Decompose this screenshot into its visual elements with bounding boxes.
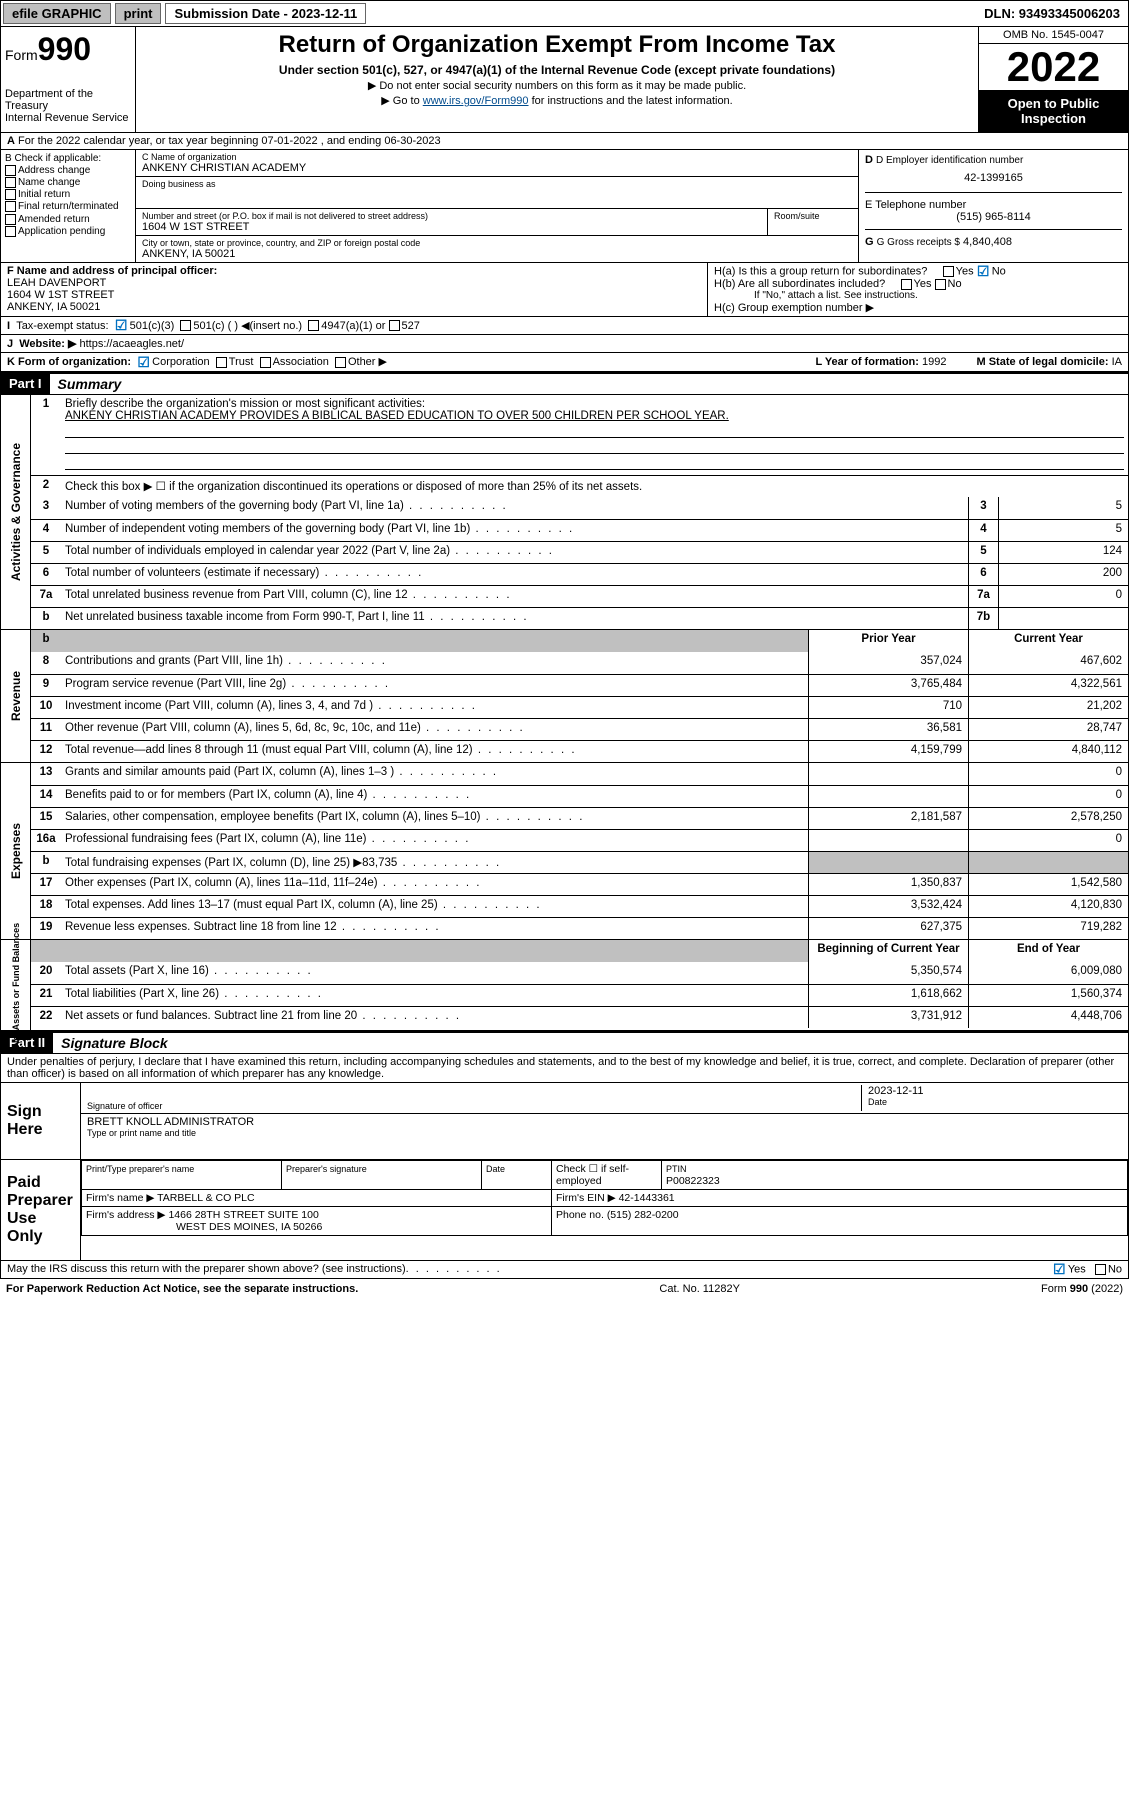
table-row: 8Contributions and grants (Part VIII, li… <box>31 652 1128 674</box>
irs-link[interactable]: www.irs.gov/Form990 <box>423 95 529 107</box>
ein: 42-1399165 <box>865 172 1122 184</box>
f-label: F Name and address of principal officer: <box>7 265 701 277</box>
form-header: Form990 Department of the Treasury Inter… <box>0 27 1129 133</box>
mission-text: ANKENY CHRISTIAN ACADEMY PROVIDES A BIBL… <box>65 410 729 422</box>
tax-year: 2022 <box>979 44 1128 90</box>
section-bcdefg: B Check if applicable: Address change Na… <box>0 150 1129 263</box>
table-row: 9Program service revenue (Part VIII, lin… <box>31 674 1128 696</box>
table-row: 19Revenue less expenses. Subtract line 1… <box>31 917 1128 939</box>
paid-prep-label: Paid Preparer Use Only <box>1 1160 81 1260</box>
dept-label: Department of the Treasury <box>5 88 131 112</box>
form-note2: ▶ Go to www.irs.gov/Form990 for instruct… <box>140 94 974 107</box>
website[interactable]: https://acaeagles.net/ <box>79 338 184 350</box>
omb-number: OMB No. 1545-0047 <box>979 27 1128 44</box>
b-label: B Check if applicable: <box>5 153 131 164</box>
may-irs-discuss: May the IRS discuss this return with the… <box>0 1261 1129 1279</box>
table-row: bTotal fundraising expenses (Part IX, co… <box>31 851 1128 873</box>
b-opt[interactable]: Name change <box>5 177 131 188</box>
hc: H(c) Group exemption number ▶ <box>714 301 1122 314</box>
table-row: 15Salaries, other compensation, employee… <box>31 807 1128 829</box>
gross-receipts: 4,840,408 <box>963 236 1012 248</box>
table-row: 17Other expenses (Part IX, column (A), l… <box>31 873 1128 895</box>
table-row: 5Total number of individuals employed in… <box>31 541 1128 563</box>
form-title: Return of Organization Exempt From Incom… <box>140 31 974 59</box>
table-row: 10Investment income (Part VIII, column (… <box>31 696 1128 718</box>
table-row: 18Total expenses. Add lines 13–17 (must … <box>31 895 1128 917</box>
g-label: G G Gross receipts $ <box>865 236 960 248</box>
table-row: 6Total number of volunteers (estimate if… <box>31 563 1128 585</box>
vtab-rev: Revenue <box>1 630 31 762</box>
officer-addr1: 1604 W 1ST STREET <box>7 289 701 301</box>
form-note1: ▶ Do not enter social security numbers o… <box>140 79 974 92</box>
dln: DLN: 93493345006203 <box>976 2 1128 25</box>
section-j: J Website: ▶ https://acaeagles.net/ <box>0 335 1129 353</box>
b-opt[interactable]: Amended return <box>5 214 131 225</box>
print-button[interactable]: print <box>115 3 162 24</box>
table-row: 16aProfessional fundraising fees (Part I… <box>31 829 1128 851</box>
table-row: bNet unrelated business taxable income f… <box>31 607 1128 629</box>
section-klm: K Form of organization: ☑Corporation Tru… <box>0 353 1129 372</box>
section-i: I Tax-exempt status: ☑501(c)(3) 501(c) (… <box>0 317 1129 335</box>
hb: H(b) Are all subordinates included? Yes … <box>714 278 1122 290</box>
table-row: 14Benefits paid to or for members (Part … <box>31 785 1128 807</box>
e-label: E Telephone number <box>865 199 1122 211</box>
phone: (515) 965-8114 <box>865 211 1122 223</box>
part1-hdr: Part I <box>1 374 50 394</box>
table-row: 22Net assets or fund balances. Subtract … <box>31 1006 1128 1028</box>
officer-addr2: ANKENY, IA 50021 <box>7 301 701 313</box>
efile-button[interactable]: efile GRAPHIC <box>3 3 111 24</box>
page-footer: For Paperwork Reduction Act Notice, see … <box>0 1279 1129 1299</box>
table-row: 12Total revenue—add lines 8 through 11 (… <box>31 740 1128 762</box>
form-subtitle: Under section 501(c), 527, or 4947(a)(1)… <box>140 63 974 77</box>
table-row: 21Total liabilities (Part X, line 26)1,6… <box>31 984 1128 1006</box>
table-row: 4Number of independent voting members of… <box>31 519 1128 541</box>
form-number: Form990 <box>5 31 131 68</box>
officer-printed: BRETT KNOLL ADMINISTRATOR <box>87 1116 254 1128</box>
top-toolbar: efile GRAPHIC print Submission Date - 20… <box>0 0 1129 27</box>
street: 1604 W 1ST STREET <box>142 221 761 233</box>
table-row: 7aTotal unrelated business revenue from … <box>31 585 1128 607</box>
hb-note: If "No," attach a list. See instructions… <box>714 290 1122 301</box>
vtab-exp: Expenses <box>1 763 31 939</box>
c-name-label: C Name of organization <box>142 152 852 162</box>
part2-hdr: Part II <box>1 1033 53 1053</box>
table-row: 3Number of voting members of the governi… <box>31 497 1128 519</box>
city-label: City or town, state or province, country… <box>142 238 852 248</box>
table-row: 11Other revenue (Part VIII, column (A), … <box>31 718 1128 740</box>
dba-label: Doing business as <box>142 179 852 189</box>
vtab-gov: Activities & Governance <box>1 395 31 629</box>
section-fh: F Name and address of principal officer:… <box>0 263 1129 317</box>
part1-title: Summary <box>50 374 130 394</box>
b-opt[interactable]: Initial return <box>5 189 131 200</box>
part2-title: Signature Block <box>53 1033 176 1053</box>
d-label: D D Employer identification number <box>865 154 1122 166</box>
section-a: A For the 2022 calendar year, or tax yea… <box>0 133 1129 150</box>
vtab-net: Net Assets or Fund Balances <box>1 940 31 1030</box>
officer-name: LEAH DAVENPORT <box>7 277 701 289</box>
sign-here-label: Sign Here <box>1 1083 81 1159</box>
b-opt[interactable]: Address change <box>5 165 131 176</box>
city: ANKENY, IA 50021 <box>142 248 852 260</box>
table-row: 13Grants and similar amounts paid (Part … <box>31 763 1128 785</box>
street-label: Number and street (or P.O. box if mail i… <box>142 211 761 221</box>
submission-date: Submission Date - 2023-12-11 <box>165 3 366 24</box>
irs-label: Internal Revenue Service <box>5 112 131 124</box>
declaration: Under penalties of perjury, I declare th… <box>0 1054 1129 1083</box>
open-public-badge: Open to Public Inspection <box>979 90 1128 132</box>
table-row: 20Total assets (Part X, line 16)5,350,57… <box>31 962 1128 984</box>
room-label: Room/suite <box>768 209 858 235</box>
b-opt[interactable]: Application pending <box>5 226 131 237</box>
org-name: ANKENY CHRISTIAN ACADEMY <box>142 162 852 174</box>
ha: H(a) Is this a group return for subordin… <box>714 265 1122 278</box>
b-opt[interactable]: Final return/terminated <box>5 201 131 212</box>
